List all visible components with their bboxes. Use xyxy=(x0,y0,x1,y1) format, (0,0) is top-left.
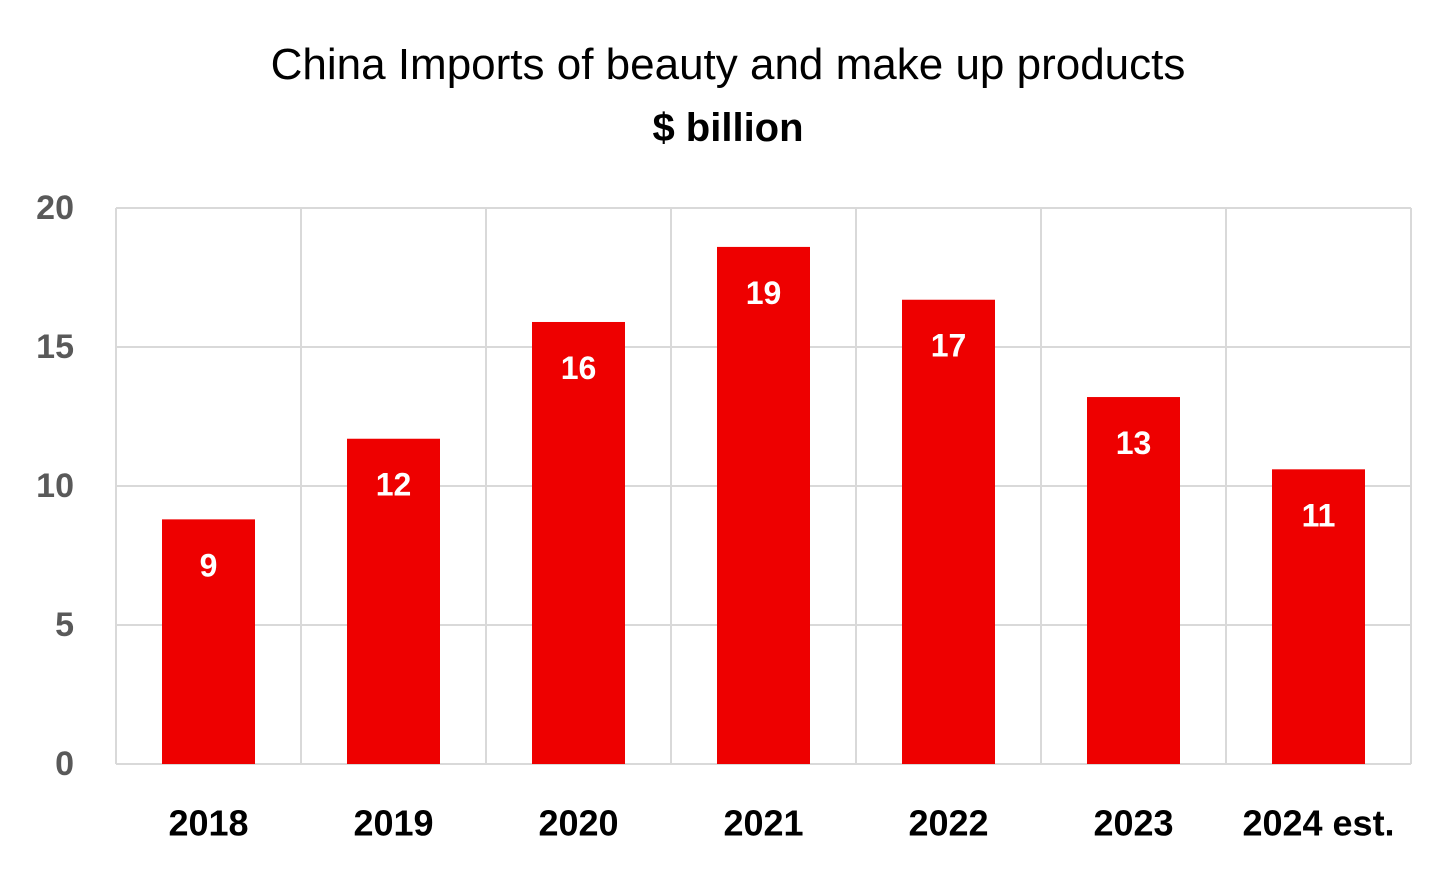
bar-2024-est- xyxy=(1272,469,1365,764)
data-label: 16 xyxy=(561,350,597,386)
x-tick-label: 2019 xyxy=(353,803,433,844)
x-axis-ticks: 2018 2019 2020 2021 2022 2023 2024 est. xyxy=(168,803,1394,844)
chart-title: China Imports of beauty and make up prod… xyxy=(270,40,1186,89)
bar-2020 xyxy=(532,321,625,764)
data-labels: 9 12 16 19 17 13 11 xyxy=(200,275,1336,583)
x-tick-label: 2020 xyxy=(538,803,618,844)
y-tick-label: 0 xyxy=(55,745,74,783)
bar-2023 xyxy=(1087,397,1180,764)
data-label: 9 xyxy=(200,547,218,583)
data-label: 19 xyxy=(746,275,782,311)
bar-2021 xyxy=(717,246,810,765)
bar-2022 xyxy=(902,299,995,764)
bar-2018 xyxy=(162,519,255,764)
x-tick-label: 2021 xyxy=(723,803,803,844)
data-label: 13 xyxy=(1116,425,1152,461)
x-tick-label: 2022 xyxy=(908,803,988,844)
gridlines xyxy=(115,207,1412,765)
y-tick-label: 10 xyxy=(36,467,74,505)
x-tick-label: 2023 xyxy=(1093,803,1173,844)
y-tick-label: 20 xyxy=(36,189,74,227)
x-tick-label: 2018 xyxy=(168,803,248,844)
data-label: 17 xyxy=(931,328,967,364)
y-tick-label: 5 xyxy=(55,606,74,644)
bars xyxy=(162,246,1365,765)
x-tick-label: 2024 est. xyxy=(1242,803,1394,844)
chart-subtitle: $ billion xyxy=(652,106,804,150)
data-label: 11 xyxy=(1302,497,1336,533)
data-label: 12 xyxy=(376,467,412,503)
bar-2019 xyxy=(347,438,440,764)
y-tick-label: 15 xyxy=(36,328,74,366)
y-axis-ticks: 0 5 10 15 20 xyxy=(36,189,74,783)
